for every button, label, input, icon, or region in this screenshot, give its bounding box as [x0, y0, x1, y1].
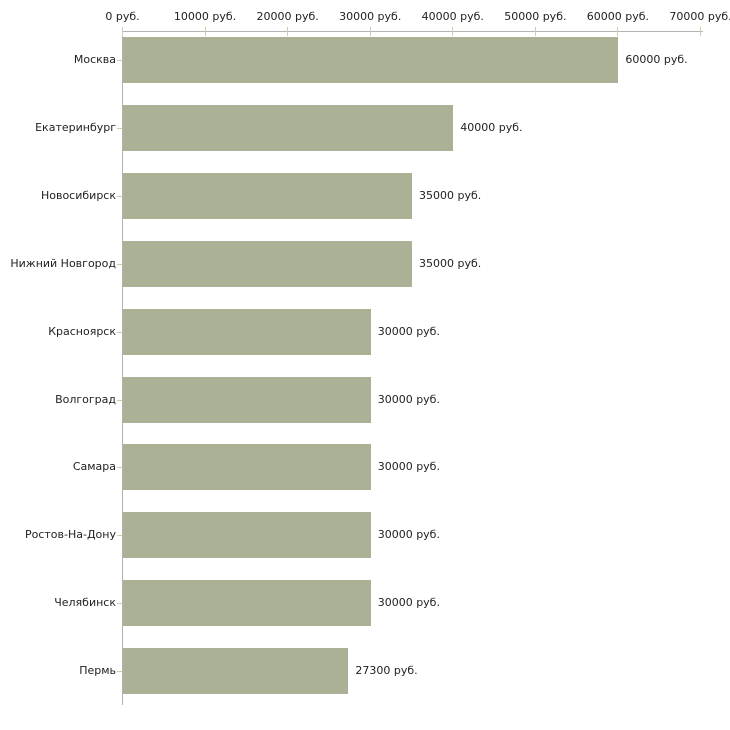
category-label: Пермь [79, 664, 116, 678]
bar [123, 648, 349, 695]
y-tick [117, 467, 122, 469]
x-axis-line [122, 31, 703, 32]
y-tick [117, 60, 122, 61]
x-tick [204, 27, 206, 36]
x-tick-label: 0 руб. [105, 10, 140, 23]
x-tick-label: 50000 руб. [504, 10, 567, 23]
category-label: Волгоград [55, 392, 116, 406]
x-tick [369, 27, 371, 36]
x-tick [287, 27, 289, 36]
y-tick [117, 331, 122, 333]
x-tick-label: 40000 руб. [421, 10, 484, 23]
x-tick-label: 10000 руб. [173, 10, 237, 23]
x-tick-label: 60000 руб. [586, 10, 650, 23]
value-label: 60000 руб. [625, 53, 688, 66]
x-tick [617, 27, 619, 36]
y-tick [117, 195, 122, 197]
bar [123, 172, 412, 219]
category-label: Екатеринбург [35, 120, 116, 134]
y-tick [117, 127, 122, 129]
x-tick-label: 70000 руб. [669, 10, 730, 23]
value-label: 30000 руб. [377, 596, 440, 610]
value-label: 35000 руб. [419, 188, 482, 202]
bar [123, 308, 371, 355]
y-tick [117, 399, 122, 401]
bar [123, 376, 371, 423]
bar [123, 512, 371, 559]
bar [123, 580, 371, 627]
y-tick [117, 671, 122, 673]
value-label: 35000 руб. [419, 256, 482, 270]
category-label: Челябинск [54, 596, 116, 610]
x-tick [534, 27, 536, 36]
bar [123, 104, 454, 151]
y-tick [117, 263, 122, 265]
y-axis-line [122, 31, 123, 705]
value-label: 30000 руб. [377, 392, 440, 406]
value-label: 40000 руб. [460, 120, 523, 134]
category-label: Ростов-На-Дону [24, 528, 116, 542]
x-tick-label: 20000 руб. [256, 10, 319, 23]
category-label: Новосибирск [40, 188, 116, 202]
value-label: 30000 руб. [377, 324, 440, 338]
value-label: 30000 руб. [377, 528, 440, 542]
category-label: Нижний Новгород [10, 256, 116, 270]
bar [123, 444, 371, 491]
bar [123, 37, 619, 83]
x-tick [122, 27, 123, 36]
category-label: Самара [72, 460, 116, 474]
value-label: 27300 руб. [355, 664, 418, 678]
category-label: Москва [73, 53, 116, 66]
y-tick [117, 535, 122, 537]
x-tick [700, 27, 701, 36]
x-tick [452, 27, 454, 36]
bar [123, 240, 412, 287]
x-tick-label: 30000 руб. [339, 10, 402, 23]
value-label: 30000 руб. [377, 460, 440, 474]
category-label: Красноярск [48, 324, 116, 338]
y-tick [117, 603, 122, 605]
